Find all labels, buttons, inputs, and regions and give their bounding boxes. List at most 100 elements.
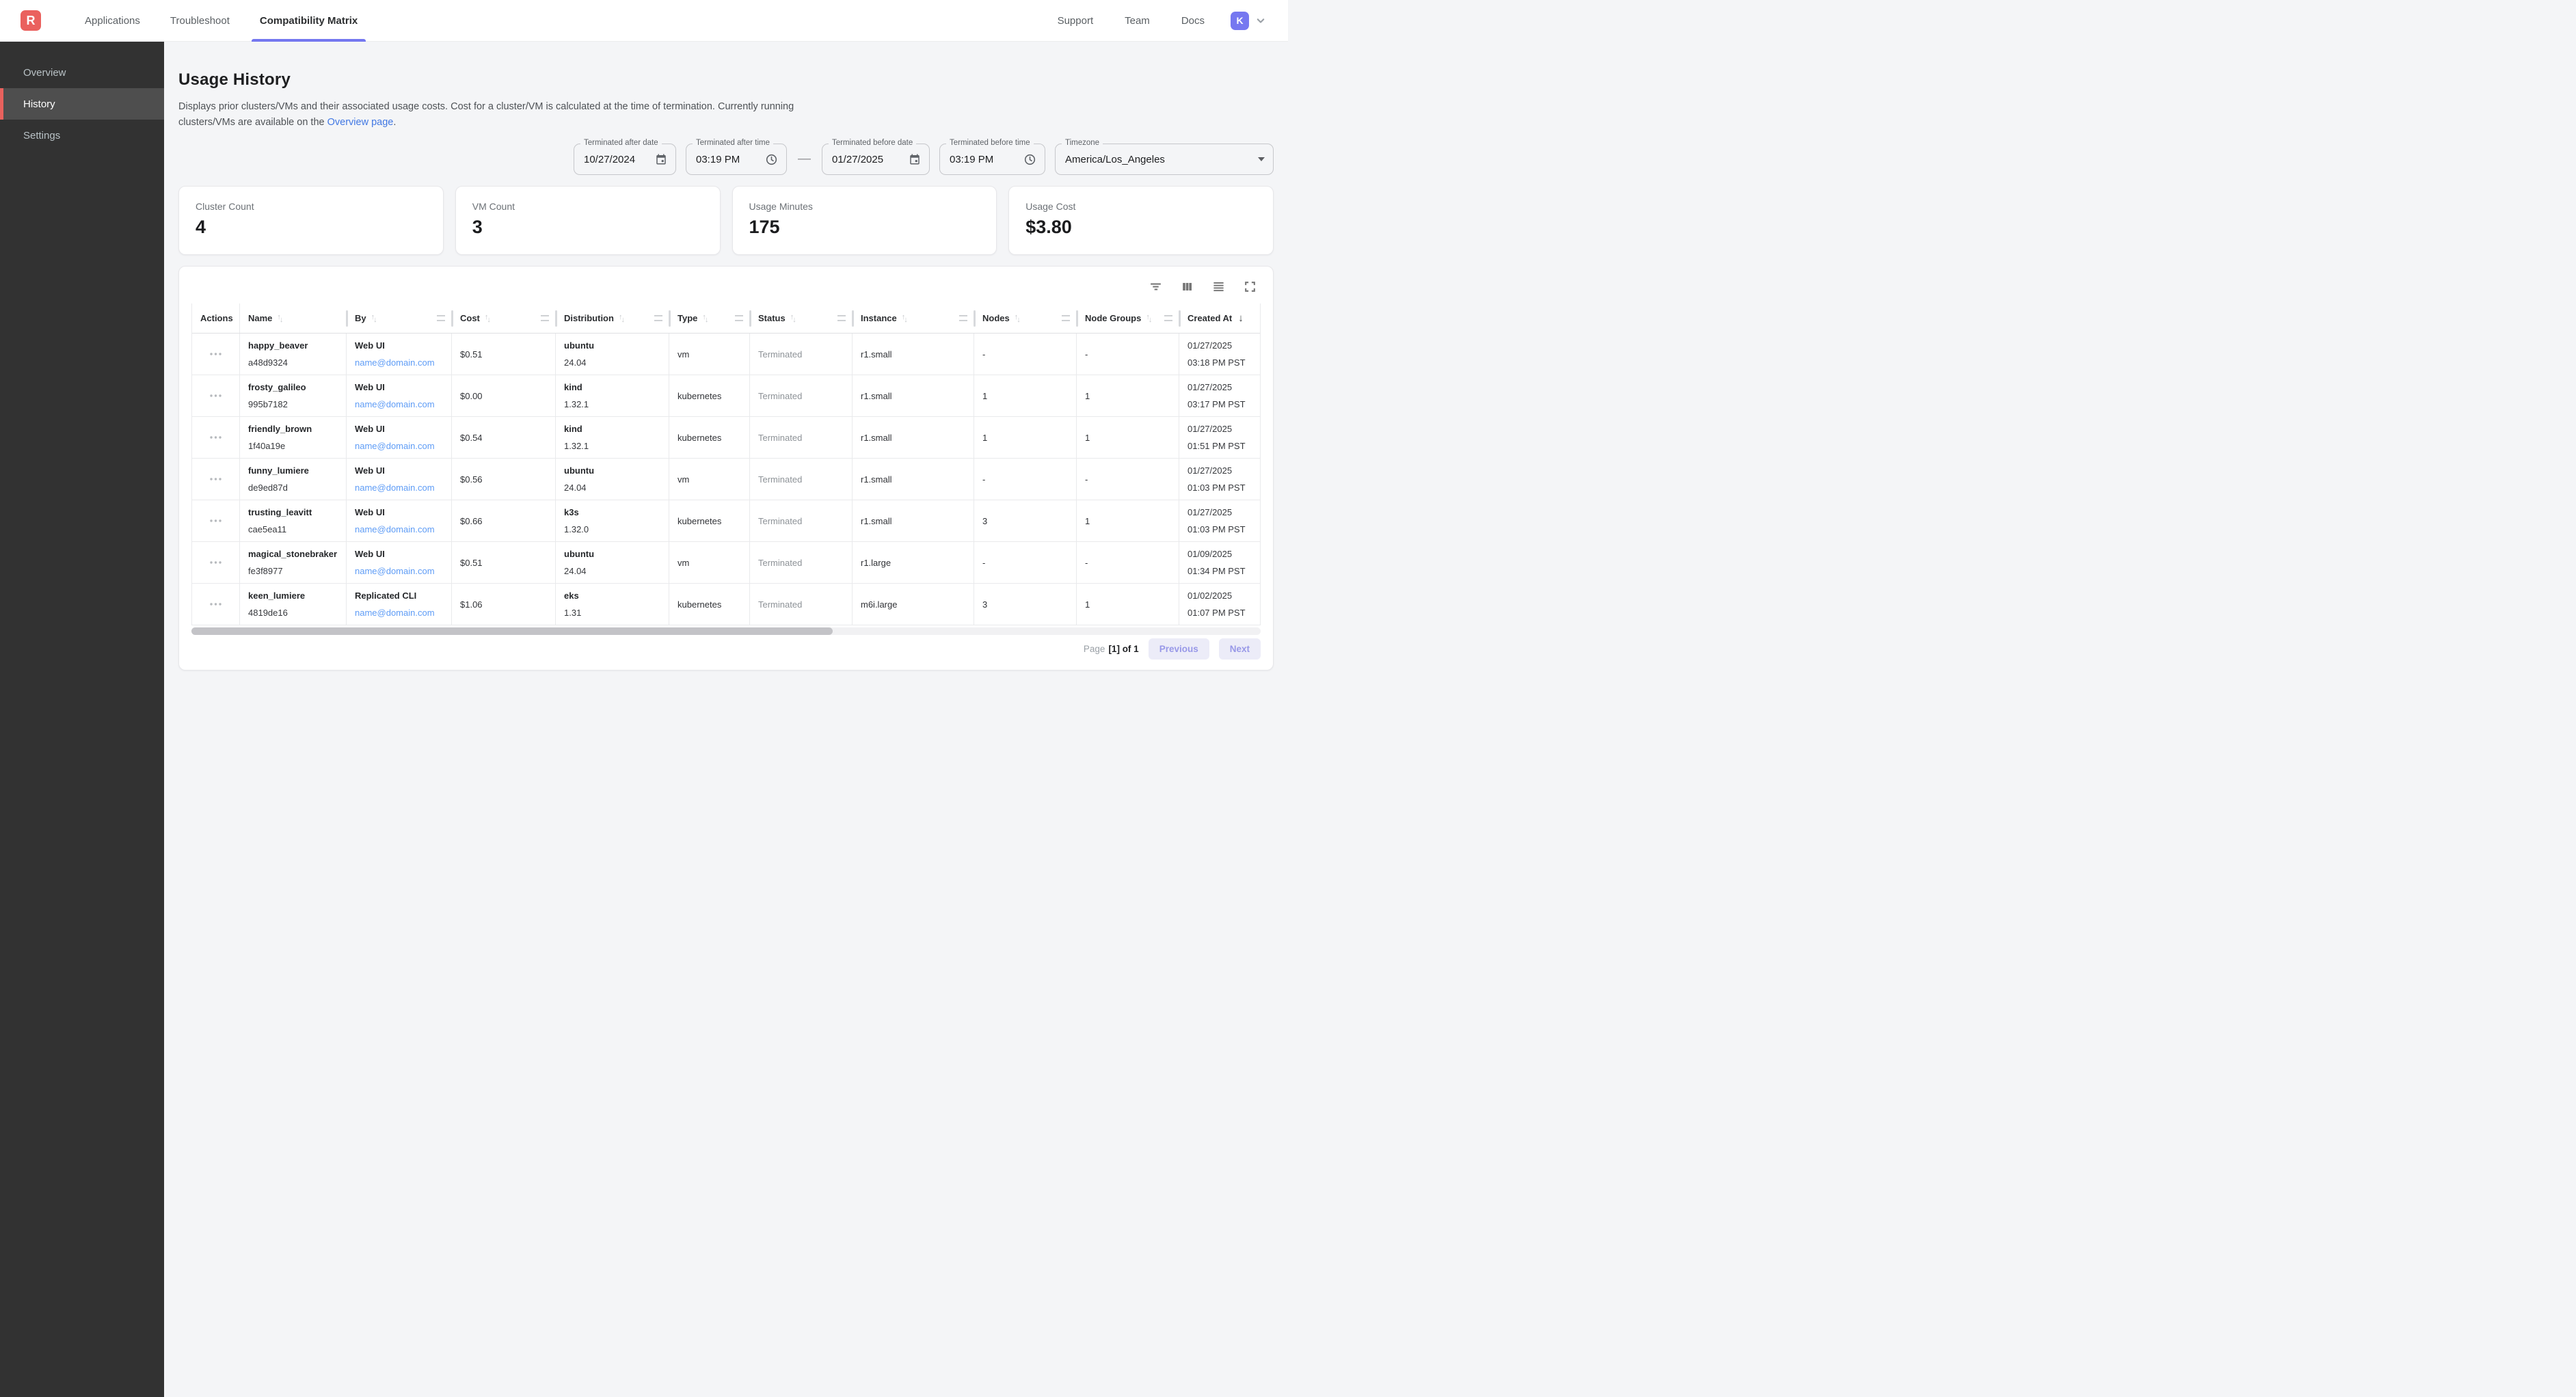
cell-status: Terminated <box>750 500 853 541</box>
column-label: Cost <box>460 313 480 323</box>
row-actions-button[interactable] <box>209 435 222 439</box>
nav-right: Support Team Docs K <box>1058 12 1267 30</box>
created-by-email-link[interactable]: name@domain.com <box>355 565 451 578</box>
cell-actions <box>192 500 240 541</box>
cluster-name: magical_stonebraker <box>248 547 346 560</box>
filter-label: Terminated before time <box>946 139 1034 147</box>
page-label: Page <box>1084 644 1105 654</box>
previous-button[interactable]: Previous <box>1149 638 1209 660</box>
column-menu-icon[interactable] <box>1062 315 1070 321</box>
created-by-email-link[interactable]: name@domain.com <box>355 523 451 536</box>
sidebar-item-history[interactable]: History <box>0 88 164 120</box>
filter-icon <box>1149 280 1162 295</box>
cell-type: kubernetes <box>669 500 750 541</box>
fullscreen-button[interactable] <box>1244 280 1257 295</box>
row-actions-button[interactable] <box>209 560 222 565</box>
filter-timezone[interactable]: TimezoneAmerica/Los_Angeles <box>1055 144 1274 175</box>
tab-troubleshoot[interactable]: Troubleshoot <box>155 0 245 42</box>
row-actions-button[interactable] <box>209 602 222 606</box>
created-by-email-link[interactable]: name@domain.com <box>355 439 451 452</box>
column-menu-icon[interactable] <box>1164 315 1172 321</box>
stat-label: VM Count <box>472 201 703 212</box>
column-header-type[interactable]: Type↑↓ <box>669 303 750 333</box>
column-header-created-at[interactable]: Created At↓ <box>1179 303 1260 333</box>
columns-button[interactable] <box>1181 280 1194 295</box>
created-by-email-link[interactable]: name@domain.com <box>355 398 451 411</box>
stat-value: $3.80 <box>1025 217 1257 238</box>
scrollbar-thumb[interactable] <box>191 627 833 635</box>
cluster-id: a48d9324 <box>248 356 346 369</box>
horizontal-scrollbar <box>191 627 1261 635</box>
user-avatar[interactable]: K <box>1231 12 1249 30</box>
column-menu-icon[interactable] <box>541 315 549 321</box>
cell-type: vm <box>669 459 750 500</box>
sidebar-item-settings[interactable]: Settings <box>0 120 164 151</box>
created-date: 01/27/2025 <box>1188 339 1260 352</box>
distribution-version: 1.32.1 <box>564 398 669 411</box>
distribution-version: 24.04 <box>564 565 669 578</box>
column-header-status[interactable]: Status↑↓ <box>750 303 853 333</box>
created-by-source: Web UI <box>355 506 451 519</box>
column-label: Node Groups <box>1085 313 1141 323</box>
column-header-node-groups[interactable]: Node Groups ↑↓ <box>1077 303 1179 333</box>
filter-terminated-before-time[interactable]: Terminated before time03:19 PM <box>939 144 1045 175</box>
cell-actions <box>192 584 240 625</box>
distribution-version: 24.04 <box>564 356 669 369</box>
column-header-distribution[interactable]: Distribution↑↓ <box>556 303 669 333</box>
created-by-email-link[interactable]: name@domain.com <box>355 481 451 494</box>
row-actions-button[interactable] <box>209 477 222 481</box>
tab-applications[interactable]: Applications <box>70 0 155 42</box>
filter-value: 10/27/2024 <box>584 154 649 165</box>
column-header-by[interactable]: By↑↓ <box>347 303 452 333</box>
stat-card-cluster-count: Cluster Count4 <box>178 186 444 255</box>
filter-value: America/Los_Angeles <box>1065 154 1252 165</box>
sidebar-item-overview[interactable]: Overview <box>0 57 164 88</box>
table-row: frosty_galileo995b7182Web UIname@domain.… <box>192 375 1260 417</box>
column-menu-icon[interactable] <box>959 315 967 321</box>
filter-terminated-after-date[interactable]: Terminated after date10/27/2024 <box>574 144 676 175</box>
chevron-down-icon[interactable] <box>1254 14 1267 27</box>
column-header-name[interactable]: Name↑↓ <box>240 303 347 333</box>
nav-link-docs[interactable]: Docs <box>1181 15 1205 27</box>
cell-nodes: 1 <box>974 417 1077 458</box>
row-actions-button[interactable] <box>209 394 222 398</box>
column-menu-icon[interactable] <box>437 315 445 321</box>
filter-button[interactable] <box>1149 280 1162 295</box>
column-label: By <box>355 313 366 323</box>
column-header-nodes[interactable]: Nodes↑↓ <box>974 303 1077 333</box>
column-header-cost[interactable]: Cost↑↓ <box>452 303 556 333</box>
cell-node-groups: - <box>1077 334 1179 375</box>
cell-nodes: - <box>974 542 1077 583</box>
caret-shape <box>1258 157 1265 161</box>
filter-label: Terminated after date <box>580 139 662 147</box>
nav-link-team[interactable]: Team <box>1125 15 1150 27</box>
column-menu-icon[interactable] <box>654 315 662 321</box>
column-menu-icon[interactable] <box>837 315 846 321</box>
cell-by: Web UI name@domain.com <box>347 500 452 541</box>
filter-terminated-after-time[interactable]: Terminated after time03:19 PM <box>686 144 787 175</box>
density-button[interactable] <box>1212 280 1225 295</box>
sort-icon: ↑↓ <box>1146 314 1152 323</box>
stat-card-usage-cost: Usage Cost$3.80 <box>1008 186 1274 255</box>
cell-instance: r1.small <box>853 375 974 416</box>
cell-actions <box>192 375 240 416</box>
created-by-email-link[interactable]: name@domain.com <box>355 606 451 619</box>
column-header-instance[interactable]: Instance↑↓ <box>853 303 974 333</box>
row-actions-button[interactable] <box>209 352 222 356</box>
created-date: 01/27/2025 <box>1188 464 1260 477</box>
range-separator: — <box>798 152 811 167</box>
cell-created-at: 01/27/202501:03 PM PST <box>1179 459 1260 500</box>
column-menu-icon[interactable] <box>735 315 743 321</box>
sort-icon: ↑↓ <box>277 314 283 323</box>
overview-page-link[interactable]: Overview page <box>327 117 394 128</box>
cell-name: trusting_leavittcae5ea11 <box>240 500 347 541</box>
next-button[interactable]: Next <box>1219 638 1261 660</box>
table-body: happy_beavera48d9324Web UIname@domain.co… <box>192 334 1260 625</box>
tab-compatibility-matrix[interactable]: Compatibility Matrix <box>245 0 373 42</box>
app-logo[interactable]: R <box>21 10 41 31</box>
row-actions-button[interactable] <box>209 519 222 523</box>
nav-link-support[interactable]: Support <box>1058 15 1094 27</box>
cluster-name: keen_lumiere <box>248 589 346 602</box>
created-by-email-link[interactable]: name@domain.com <box>355 356 451 369</box>
filter-terminated-before-date[interactable]: Terminated before date01/27/2025 <box>822 144 930 175</box>
